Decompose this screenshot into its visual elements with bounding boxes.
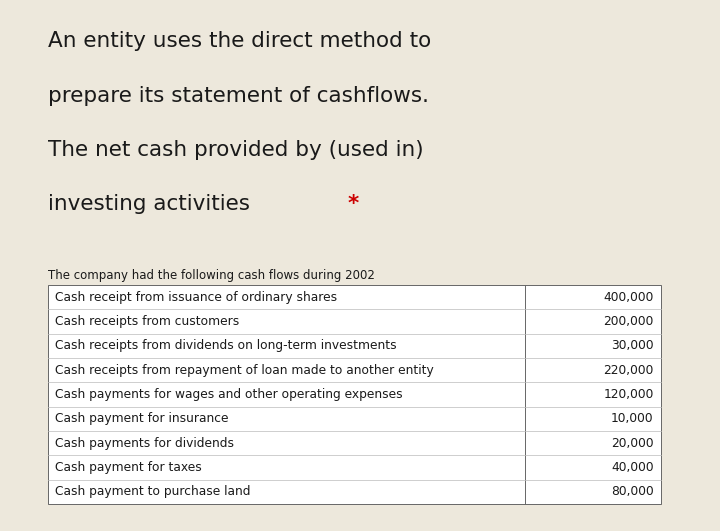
Text: 40,000: 40,000 bbox=[611, 461, 654, 474]
Text: 120,000: 120,000 bbox=[603, 388, 654, 401]
Text: An entity uses the direct method to: An entity uses the direct method to bbox=[48, 31, 431, 52]
Text: 200,000: 200,000 bbox=[603, 315, 654, 328]
Text: *: * bbox=[348, 194, 359, 215]
Text: Cash payment for taxes: Cash payment for taxes bbox=[55, 461, 202, 474]
Text: 10,000: 10,000 bbox=[611, 412, 654, 425]
Text: 80,000: 80,000 bbox=[611, 485, 654, 498]
Text: Cash payment for insurance: Cash payment for insurance bbox=[55, 412, 228, 425]
Text: investing activities: investing activities bbox=[48, 194, 257, 215]
Text: 30,000: 30,000 bbox=[611, 339, 654, 352]
Text: Cash payment to purchase land: Cash payment to purchase land bbox=[55, 485, 251, 498]
Text: Cash receipts from customers: Cash receipts from customers bbox=[55, 315, 239, 328]
Text: Cash receipt from issuance of ordinary shares: Cash receipt from issuance of ordinary s… bbox=[55, 290, 337, 304]
Text: Cash payments for wages and other operating expenses: Cash payments for wages and other operat… bbox=[55, 388, 402, 401]
Text: Cash receipts from repayment of loan made to another entity: Cash receipts from repayment of loan mad… bbox=[55, 364, 433, 376]
Text: 400,000: 400,000 bbox=[603, 290, 654, 304]
Text: Cash payments for dividends: Cash payments for dividends bbox=[55, 436, 234, 450]
Text: The net cash provided by (used in): The net cash provided by (used in) bbox=[48, 140, 424, 160]
Bar bbox=[48, 285, 660, 504]
Text: 20,000: 20,000 bbox=[611, 436, 654, 450]
Text: Cash receipts from dividends on long-term investments: Cash receipts from dividends on long-ter… bbox=[55, 339, 397, 352]
Text: The company had the following cash flows during 2002: The company had the following cash flows… bbox=[48, 269, 375, 282]
Text: prepare its statement of cashflows.: prepare its statement of cashflows. bbox=[48, 85, 429, 106]
Text: 220,000: 220,000 bbox=[603, 364, 654, 376]
